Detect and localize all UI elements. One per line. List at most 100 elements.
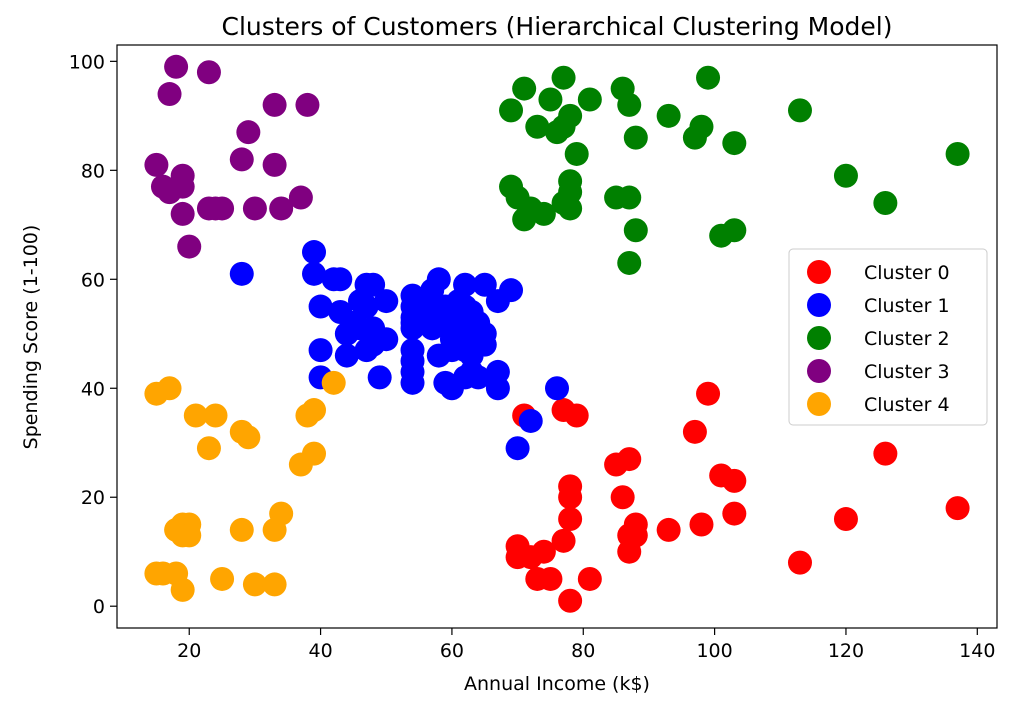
- cluster-1-point: [545, 376, 569, 401]
- cluster-1-point: [328, 267, 353, 292]
- x-tick-label: 100: [696, 640, 732, 662]
- y-tick-label: 80: [81, 160, 105, 182]
- y-tick-label: 60: [81, 269, 105, 291]
- cluster-0-point: [558, 588, 583, 613]
- cluster-1-point: [426, 267, 451, 292]
- x-tick-label: 40: [308, 640, 332, 662]
- cluster-3-point: [196, 60, 221, 85]
- cluster-1-point: [354, 294, 379, 319]
- x-tick-label: 140: [959, 640, 995, 662]
- cluster-0-point: [558, 507, 583, 532]
- legend-frame: [788, 248, 988, 426]
- cluster-0-point: [873, 441, 898, 466]
- x-tick-label: 60: [440, 640, 464, 662]
- y-tick-label: 0: [93, 596, 105, 618]
- cluster-0-point: [623, 523, 648, 548]
- cluster-1-point: [518, 408, 543, 433]
- cluster-2-point: [656, 103, 681, 128]
- cluster-3-point: [262, 92, 287, 117]
- cluster-0-point: [531, 539, 556, 564]
- legend-label-cluster-1: Cluster 1: [864, 295, 950, 317]
- cluster-0-point: [696, 381, 721, 406]
- cluster-1-point: [302, 240, 327, 265]
- cluster-4-point: [321, 370, 346, 395]
- cluster-4-point: [170, 577, 195, 602]
- legend-label-cluster-0: Cluster 0: [864, 262, 950, 284]
- cluster-0-point: [610, 485, 635, 510]
- cluster-2-point: [551, 65, 576, 90]
- cluster-1-point: [308, 294, 333, 319]
- cluster-2-point: [538, 87, 563, 112]
- cluster-2-point: [558, 103, 583, 128]
- x-axis-label: Annual Income (k$): [464, 673, 650, 695]
- cluster-3-point: [144, 152, 169, 177]
- cluster-3-point: [295, 92, 320, 117]
- cluster-3-point: [164, 54, 189, 79]
- y-axis-ticks: 0 20 40 60 80 100: [69, 51, 117, 618]
- cluster-0-point: [538, 566, 563, 591]
- cluster-4-point: [302, 398, 327, 423]
- cluster-1-point: [374, 327, 399, 352]
- cluster-1-point: [229, 261, 254, 286]
- cluster-3-point: [170, 201, 195, 226]
- cluster-3-point: [210, 196, 235, 221]
- legend-marker-cluster-3: [807, 359, 831, 383]
- cluster-1-point: [302, 261, 327, 286]
- y-tick-label: 40: [81, 378, 105, 400]
- cluster-2-point: [833, 163, 858, 188]
- legend-label-cluster-4: Cluster 4: [864, 394, 950, 416]
- cluster-4-point: [203, 403, 228, 428]
- cluster-3-point: [170, 163, 195, 188]
- cluster-2-point: [525, 114, 550, 139]
- cluster-3-point: [236, 120, 261, 145]
- cluster-1-point: [334, 343, 359, 368]
- cluster-4-point: [210, 566, 235, 591]
- cluster-0-point: [558, 485, 583, 510]
- cluster-1-point: [308, 338, 333, 363]
- cluster-2-point: [787, 98, 812, 123]
- cluster-2-point: [512, 76, 537, 101]
- cluster-4-point: [242, 572, 267, 597]
- cluster-3-point: [288, 185, 313, 210]
- cluster-4-point: [196, 436, 221, 461]
- cluster-0-point: [722, 501, 747, 526]
- cluster-0-point: [682, 419, 707, 444]
- cluster-3-point: [262, 152, 287, 177]
- cluster-1-point: [420, 316, 445, 341]
- cluster-2-point: [722, 131, 747, 156]
- cluster-4-point: [236, 425, 261, 450]
- cluster-2-point: [531, 201, 556, 226]
- legend-marker-cluster-1: [807, 293, 831, 317]
- cluster-2-point: [499, 98, 524, 123]
- cluster-2-point: [873, 191, 898, 216]
- cluster-1-point: [400, 370, 425, 395]
- cluster-0-point: [787, 550, 812, 575]
- cluster-4-point: [177, 523, 202, 548]
- cluster-2-point: [945, 141, 970, 166]
- cluster-4-point: [302, 441, 327, 466]
- cluster-2-point: [696, 65, 721, 90]
- cluster-3-point: [177, 234, 202, 259]
- cluster-1-point: [505, 436, 530, 461]
- cluster-1-point: [367, 365, 392, 390]
- legend-marker-cluster-4: [807, 392, 831, 416]
- plot-area-frame: [116, 44, 998, 629]
- cluster-1-point: [466, 365, 491, 390]
- cluster-0-point: [617, 447, 642, 472]
- x-tick-label: 120: [828, 640, 864, 662]
- cluster-3-point: [242, 196, 267, 221]
- cluster-1-point: [485, 376, 510, 401]
- legend-label-cluster-3: Cluster 3: [864, 361, 950, 383]
- cluster-2-point: [564, 141, 589, 166]
- data-points: [144, 54, 970, 613]
- cluster-2-point: [722, 218, 747, 243]
- cluster-1-point: [400, 316, 425, 341]
- cluster-2-point: [577, 87, 602, 112]
- cluster-2-point: [558, 196, 583, 221]
- cluster-3-point: [157, 82, 182, 107]
- cluster-2-point: [689, 114, 714, 139]
- cluster-1-point: [374, 289, 399, 314]
- cluster-0-point: [551, 528, 576, 553]
- cluster-4-point: [229, 517, 254, 542]
- cluster-0-point: [564, 403, 589, 428]
